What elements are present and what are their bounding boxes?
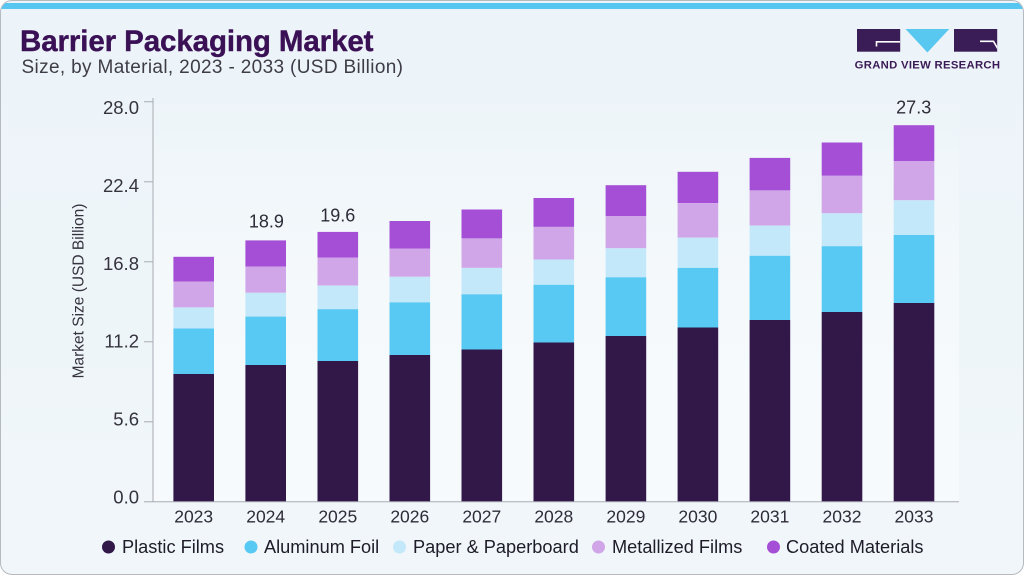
svg-text:Metallized Films: Metallized Films — [612, 537, 742, 557]
svg-text:5.6: 5.6 — [113, 409, 139, 430]
svg-text:Coated Materials: Coated Materials — [786, 537, 923, 557]
svg-text:2030: 2030 — [678, 507, 717, 527]
svg-text:Paper & Paperboard: Paper & Paperboard — [413, 537, 579, 557]
svg-text:GRAND VIEW RESEARCH: GRAND VIEW RESEARCH — [855, 60, 1001, 72]
svg-text:2025: 2025 — [318, 507, 357, 527]
svg-text:19.6: 19.6 — [320, 205, 355, 225]
svg-text:0.0: 0.0 — [113, 487, 139, 508]
svg-text:Plastic Films: Plastic Films — [122, 537, 224, 557]
svg-text:2027: 2027 — [462, 507, 501, 527]
svg-text:27.3: 27.3 — [896, 98, 931, 118]
svg-text:2032: 2032 — [823, 507, 862, 527]
svg-text:2033: 2033 — [895, 507, 934, 527]
svg-text:2026: 2026 — [390, 507, 429, 527]
svg-text:Market Size (USD Billion): Market Size (USD Billion) — [71, 204, 88, 379]
svg-text:2029: 2029 — [606, 507, 645, 527]
svg-text:2023: 2023 — [174, 507, 213, 527]
svg-text:28.0: 28.0 — [103, 97, 139, 118]
svg-text:Aluminum Foil: Aluminum Foil — [264, 537, 379, 557]
svg-text:22.4: 22.4 — [103, 175, 139, 196]
svg-text:11.2: 11.2 — [104, 331, 139, 352]
svg-text:2024: 2024 — [246, 507, 285, 527]
svg-text:16.8: 16.8 — [103, 253, 139, 274]
svg-text:18.9: 18.9 — [249, 212, 284, 232]
svg-text:2028: 2028 — [534, 507, 573, 527]
svg-text:2031: 2031 — [750, 507, 789, 527]
